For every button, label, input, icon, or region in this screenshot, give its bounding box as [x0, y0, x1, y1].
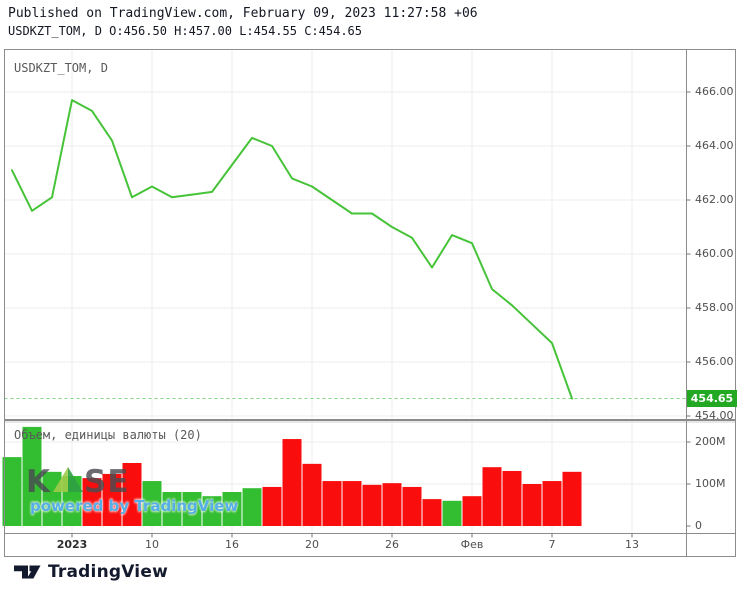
volume-axis-label: 0: [695, 519, 702, 532]
kase-letters-se: SE: [84, 464, 130, 500]
price-axis-label: 466.00: [695, 85, 734, 98]
time-axis-label: 2023: [56, 538, 88, 551]
time-axis-label: 10: [145, 538, 159, 551]
kase-letter-k: K: [26, 464, 52, 500]
volume-axis-label: 100M: [695, 477, 726, 490]
time-axis-label: 26: [385, 538, 399, 551]
kase-triangle-icon: [53, 467, 84, 496]
tradingview-logo-icon: [14, 563, 41, 581]
tradingview-logo-text: TradingView: [48, 562, 168, 582]
price-pane-symbol-label: USDKZT_TOM, D: [14, 61, 108, 75]
last-price-badge: 454.65: [687, 390, 737, 407]
price-axis-label-bottom: 454.00: [695, 409, 734, 422]
time-axis-label: 7: [548, 538, 556, 551]
price-axis-label: 464.00: [695, 139, 734, 152]
published-line: Published on TradingView.com, February 0…: [8, 6, 478, 21]
price-axis-label: 460.00: [695, 247, 734, 260]
volume-axis-label: 200M: [695, 435, 726, 448]
kase-watermark: K SE: [26, 464, 130, 500]
volume-pane-label: Объем, единицы валюты (20): [14, 428, 202, 442]
price-axis-label: 462.00: [695, 193, 734, 206]
powered-by-tradingview-watermark: powered by TradingView: [30, 497, 239, 515]
price-axis-label: 456.00: [695, 355, 734, 368]
price-axis-label: 458.00: [695, 301, 734, 314]
time-axis-label: 20: [305, 538, 319, 551]
time-axis-label: Фев: [460, 538, 484, 551]
time-axis-label: 16: [225, 538, 239, 551]
ohlc-line: USDKZT_TOM, D O:456.50 H:457.00 L:454.55…: [8, 24, 363, 38]
tradingview-logo: TradingView: [14, 562, 168, 582]
time-axis-label: 13: [625, 538, 639, 551]
